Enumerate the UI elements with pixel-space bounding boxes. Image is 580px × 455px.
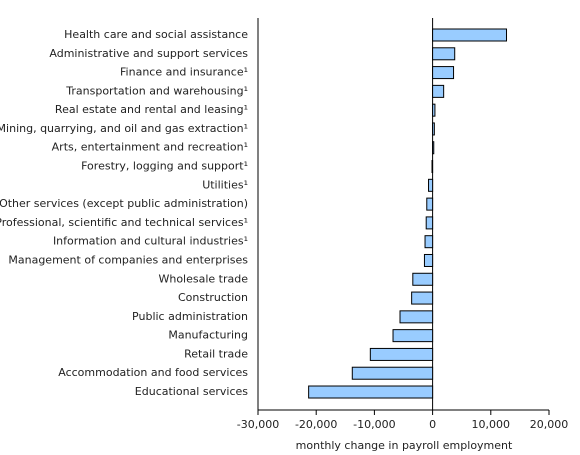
x-tick-label: -10,000 <box>353 418 395 431</box>
bar <box>432 84 445 98</box>
bar <box>369 347 434 361</box>
bar <box>308 385 434 399</box>
y-tick-label: Professional, scientific and technical s… <box>0 216 248 229</box>
y-tick-label: Forestry, logging and support¹ <box>81 160 248 173</box>
bar <box>425 216 434 230</box>
bar <box>399 310 434 324</box>
y-tick-label: Administrative and support services <box>49 47 248 60</box>
bar <box>432 103 436 117</box>
bar <box>428 178 434 192</box>
y-tick-label: Construction <box>178 291 248 304</box>
y-tick-label: Wholesale trade <box>158 272 248 285</box>
bar <box>392 329 434 343</box>
y-tick-label: Other services (except public administra… <box>0 197 248 210</box>
bar <box>432 47 456 61</box>
y-tick-label: Finance and insurance¹ <box>120 66 248 79</box>
y-tick-label: Real estate and rental and leasing¹ <box>55 103 248 116</box>
x-tick-label: 10,000 <box>472 418 511 431</box>
y-tick-label: Manufacturing <box>168 329 248 342</box>
bar <box>432 141 435 155</box>
bar <box>432 28 508 42</box>
y-tick-label: Retail trade <box>184 347 248 360</box>
y-tick-label: Public administration <box>132 310 248 323</box>
x-tick-label: -20,000 <box>295 418 337 431</box>
y-tick-label: Health care and social assistance <box>64 28 248 41</box>
y-tick-label: Utilities¹ <box>202 178 248 191</box>
x-tick-label: -30,000 <box>237 418 279 431</box>
bar <box>432 66 455 80</box>
y-tick-label: Information and cultural industries¹ <box>53 235 248 248</box>
bar <box>432 122 435 136</box>
x-tick-label: 0 <box>429 418 436 431</box>
y-tick-label: Accommodation and food services <box>58 366 248 379</box>
bar <box>426 197 434 211</box>
bar <box>412 272 434 286</box>
y-tick-label: Management of companies and enterprises <box>8 253 248 266</box>
y-tick-label: Mining, quarrying, and oil and gas extra… <box>0 122 248 135</box>
y-tick-label: Educational services <box>135 385 248 398</box>
bar <box>351 366 434 380</box>
x-axis-label: monthly change in payroll employment <box>296 439 513 452</box>
y-tick-label: Arts, entertainment and recreation¹ <box>52 141 248 154</box>
bar <box>423 253 434 267</box>
bar <box>431 160 434 174</box>
y-tick-label: Transportation and warehousing¹ <box>65 84 248 97</box>
bar <box>424 235 434 249</box>
x-tick-label: 20,000 <box>530 418 569 431</box>
bar <box>411 291 434 305</box>
